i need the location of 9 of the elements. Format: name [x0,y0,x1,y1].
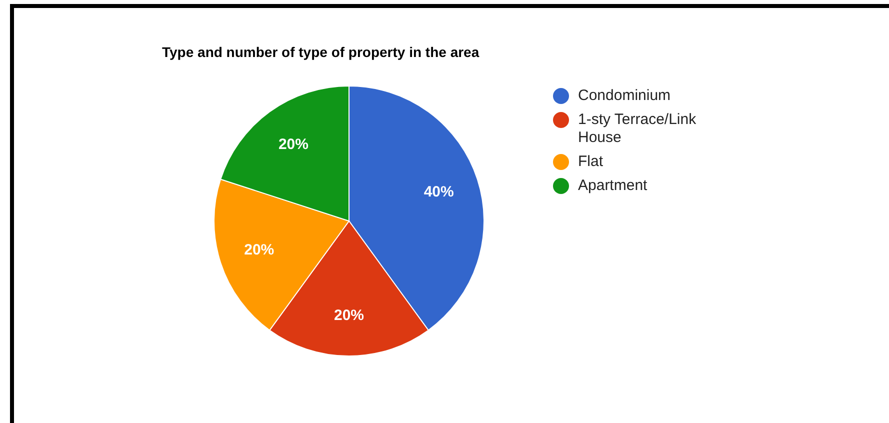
chart-title: Type and number of type of property in the area [162,44,480,60]
legend-label: Condominium [578,87,671,105]
legend-label: 1-sty Terrace/Link House [578,111,698,147]
legend-label: Flat [578,153,604,171]
data-label: 20% [244,242,274,259]
data-label: 40% [424,183,454,200]
legend-label: Apartment [578,177,648,195]
data-label: 20% [278,136,308,154]
data-label: 20% [334,307,364,324]
